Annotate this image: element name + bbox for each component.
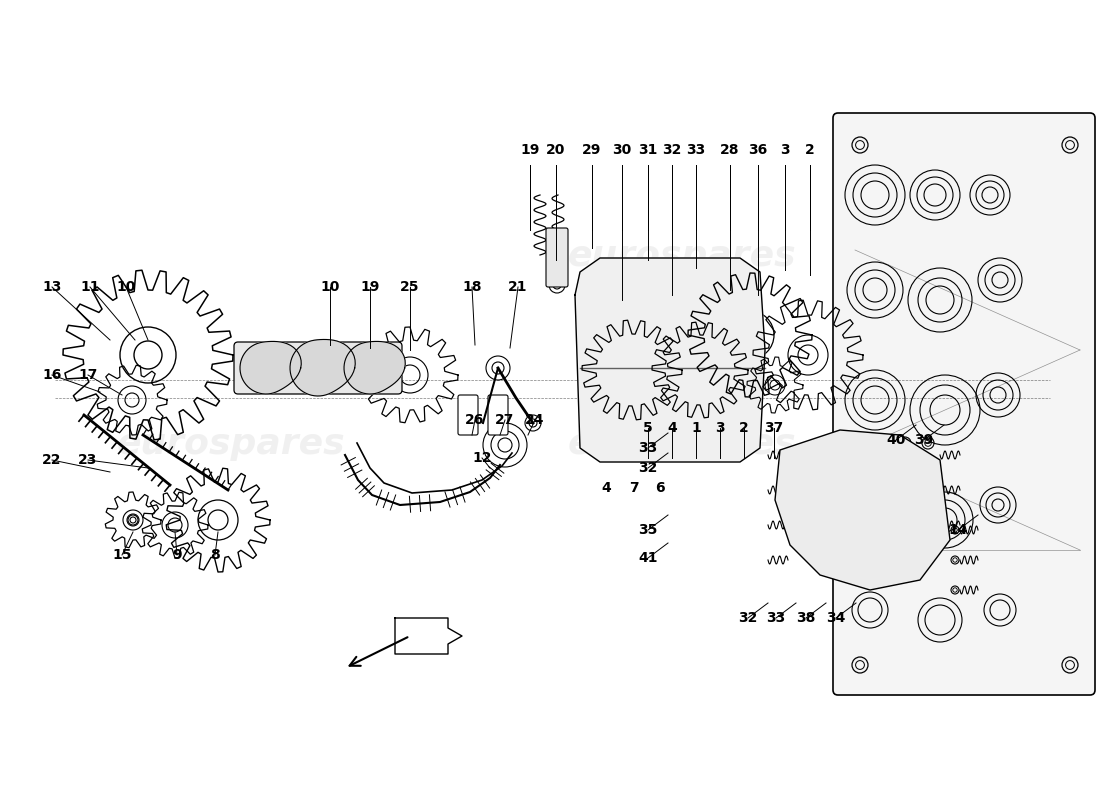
Polygon shape xyxy=(290,339,355,396)
Text: 23: 23 xyxy=(78,453,98,467)
Text: 28: 28 xyxy=(720,143,739,157)
Text: 34: 34 xyxy=(826,611,846,625)
Text: 2: 2 xyxy=(739,421,749,435)
Text: 33: 33 xyxy=(686,143,705,157)
Text: 7: 7 xyxy=(629,481,639,495)
Text: 33: 33 xyxy=(638,441,658,455)
Text: 4: 4 xyxy=(601,481,610,495)
Text: 5: 5 xyxy=(644,421,653,435)
Text: 10: 10 xyxy=(320,280,340,294)
Text: 16: 16 xyxy=(42,368,62,382)
Text: 21: 21 xyxy=(508,280,528,294)
FancyBboxPatch shape xyxy=(458,395,478,435)
Text: 3: 3 xyxy=(780,143,790,157)
Text: 32: 32 xyxy=(638,461,658,475)
Text: eurospares: eurospares xyxy=(568,239,796,273)
Text: 2: 2 xyxy=(805,143,815,157)
Text: 4: 4 xyxy=(667,421,676,435)
Text: 33: 33 xyxy=(767,611,785,625)
Text: 19: 19 xyxy=(361,280,379,294)
FancyBboxPatch shape xyxy=(833,113,1094,695)
Text: 6: 6 xyxy=(656,481,664,495)
Text: 18: 18 xyxy=(462,280,482,294)
Text: 32: 32 xyxy=(662,143,682,157)
Text: 13: 13 xyxy=(42,280,62,294)
Polygon shape xyxy=(240,342,301,394)
Text: 39: 39 xyxy=(914,433,934,447)
Text: 14: 14 xyxy=(948,523,968,537)
Text: 26: 26 xyxy=(465,413,485,427)
Polygon shape xyxy=(776,430,950,590)
Text: 12: 12 xyxy=(472,451,492,465)
Text: 27: 27 xyxy=(495,413,515,427)
FancyBboxPatch shape xyxy=(546,228,568,287)
FancyBboxPatch shape xyxy=(488,395,508,435)
Text: 15: 15 xyxy=(112,548,132,562)
Text: 9: 9 xyxy=(173,548,182,562)
Text: 35: 35 xyxy=(638,523,658,537)
Polygon shape xyxy=(395,618,462,654)
Text: 31: 31 xyxy=(638,143,658,157)
Text: 20: 20 xyxy=(547,143,565,157)
FancyBboxPatch shape xyxy=(234,342,402,394)
Text: 17: 17 xyxy=(78,368,98,382)
Text: 32: 32 xyxy=(738,611,758,625)
Text: 22: 22 xyxy=(42,453,62,467)
Text: 1: 1 xyxy=(691,421,701,435)
Text: 25: 25 xyxy=(400,280,420,294)
Text: 40: 40 xyxy=(887,433,905,447)
Text: 10: 10 xyxy=(117,280,135,294)
Polygon shape xyxy=(575,258,764,462)
Text: 8: 8 xyxy=(210,548,220,562)
Text: 41: 41 xyxy=(638,551,658,565)
Text: 3: 3 xyxy=(715,421,725,435)
Text: 19: 19 xyxy=(520,143,540,157)
Text: 38: 38 xyxy=(796,611,816,625)
Text: 30: 30 xyxy=(613,143,631,157)
Text: eurospares: eurospares xyxy=(568,427,796,461)
Text: 24: 24 xyxy=(526,413,544,427)
Text: 37: 37 xyxy=(764,421,783,435)
Text: 11: 11 xyxy=(80,280,100,294)
Text: 29: 29 xyxy=(582,143,602,157)
Text: eurospares: eurospares xyxy=(117,427,345,461)
Text: 36: 36 xyxy=(748,143,768,157)
Polygon shape xyxy=(344,342,405,394)
